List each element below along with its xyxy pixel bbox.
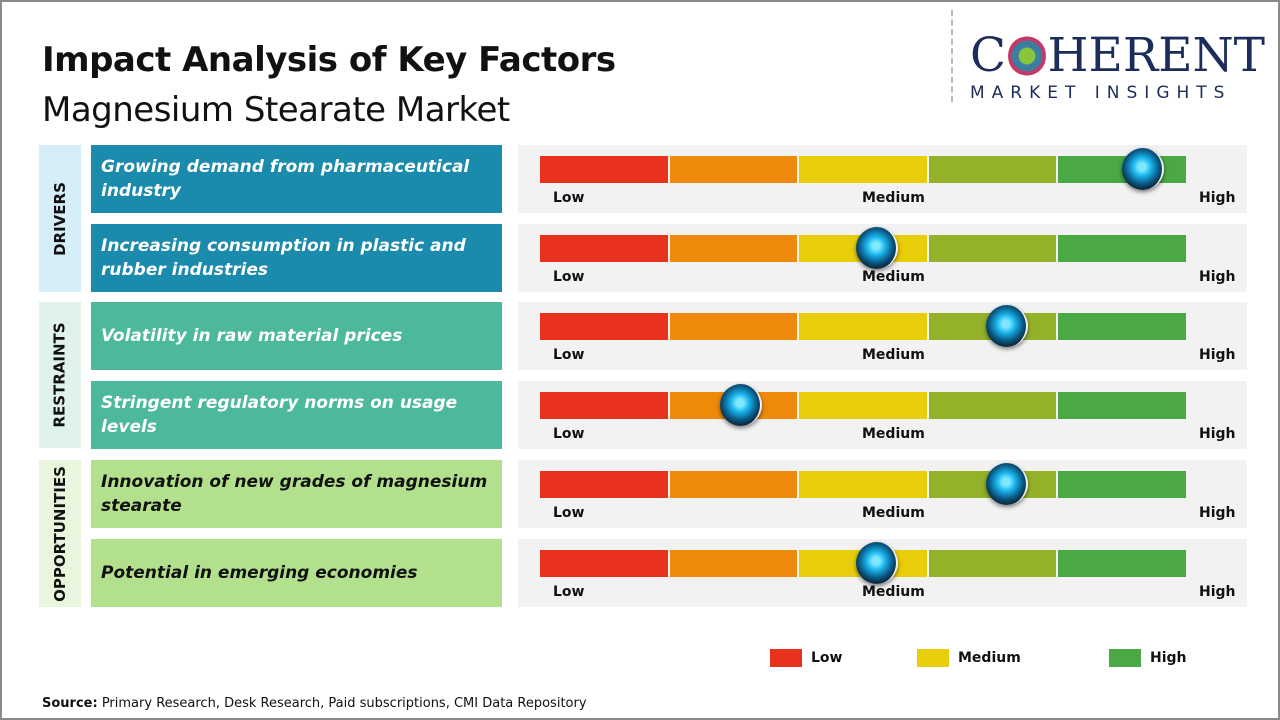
scale-segment-low_mid — [669, 471, 800, 498]
factor-label: Volatility in raw material prices — [91, 302, 502, 370]
impact-gauge: Low Medium High — [518, 145, 1247, 213]
impact-scale-bar — [540, 542, 1188, 584]
legend-label: Low — [811, 650, 843, 666]
category-label: RESTRAINTS — [51, 322, 70, 428]
scale-segment-high — [1058, 392, 1188, 419]
logo: C HERENT MARKET INSIGHTS — [970, 32, 1265, 103]
scale-label-low: Low — [553, 190, 585, 206]
impact-marker — [985, 463, 1028, 505]
scale-segment-low_mid — [669, 235, 800, 262]
divider — [951, 10, 953, 102]
scale-segment-medium — [799, 156, 929, 183]
category-opportunities: OPPORTUNITIES — [39, 460, 81, 607]
impact-gauge: Low Medium High — [518, 539, 1247, 607]
logo-word: HERENT — [1047, 28, 1265, 83]
scale-label-low: Low — [553, 505, 585, 521]
factor-label: Innovation of new grades of magnesium st… — [91, 460, 502, 528]
scale-segment-low — [540, 392, 670, 419]
impact-scale-bar — [540, 148, 1188, 190]
scale-segment-high — [1058, 235, 1188, 262]
scale-label-medium: Medium — [862, 269, 925, 285]
impact-marker — [719, 384, 762, 426]
scale-segment-mid_high — [928, 235, 1059, 262]
legend-swatch-low — [770, 649, 802, 667]
impact-gauge: Low Medium High — [518, 224, 1247, 292]
scale-segment-low — [540, 235, 670, 262]
scale-segment-low — [540, 156, 670, 183]
scale-label-medium: Medium — [862, 347, 925, 363]
scale-segment-mid_high — [928, 156, 1059, 183]
scale-segment-low — [540, 313, 670, 340]
scale-segment-mid_high — [928, 392, 1059, 419]
scale-label-medium: Medium — [862, 584, 925, 600]
scale-label-high: High — [1199, 426, 1236, 442]
factor-label: Potential in emerging economies — [91, 539, 502, 607]
legend-high: High — [1109, 649, 1187, 667]
impact-scale-bar — [540, 305, 1188, 347]
category-drivers: DRIVERS — [39, 145, 81, 292]
factor-label: Stringent regulatory norms on usage leve… — [91, 381, 502, 449]
scale-segment-high — [1058, 471, 1188, 498]
globe-icon — [1007, 35, 1046, 76]
logo-tagline: MARKET INSIGHTS — [970, 83, 1232, 103]
legend-swatch-high — [1109, 649, 1141, 667]
logo-letter: C — [970, 28, 1006, 83]
scale-label-medium: Medium — [862, 505, 925, 521]
scale-label-medium: Medium — [862, 426, 925, 442]
scale-segment-low_mid — [669, 313, 800, 340]
category-label: OPPORTUNITIES — [51, 465, 69, 602]
scale-label-low: Low — [553, 426, 585, 442]
impact-gauge: Low Medium High — [518, 460, 1247, 528]
impact-scale-bar — [540, 227, 1188, 269]
source-text: Primary Research, Desk Research, Paid su… — [97, 696, 587, 711]
factor-label: Growing demand from pharmaceutical indus… — [91, 145, 502, 213]
scale-label-high: High — [1199, 190, 1236, 206]
category-restraints: RESTRAINTS — [39, 302, 81, 448]
scale-segment-medium — [799, 471, 929, 498]
impact-marker — [855, 542, 898, 584]
source-label: Source: — [42, 696, 98, 711]
legend-low: Low — [770, 649, 842, 667]
category-label: DRIVERS — [51, 181, 70, 256]
scale-label-low: Low — [553, 347, 585, 363]
scale-segment-high — [1058, 313, 1188, 340]
scale-segment-mid_high — [928, 550, 1059, 577]
scale-segment-low_mid — [669, 550, 800, 577]
legend-label: High — [1150, 650, 1187, 666]
legend-swatch-medium — [917, 649, 949, 667]
scale-label-high: High — [1199, 347, 1236, 363]
scale-segment-high — [1058, 550, 1188, 577]
scale-segment-low — [540, 471, 670, 498]
impact-gauge: Low Medium High — [518, 381, 1247, 449]
scale-label-low: Low — [553, 269, 585, 285]
scale-label-low: Low — [553, 584, 585, 600]
scale-label-high: High — [1199, 269, 1236, 285]
factor-label: Increasing consumption in plastic and ru… — [91, 224, 502, 292]
scale-segment-medium — [799, 392, 929, 419]
page-title: Impact Analysis of Key Factors — [42, 40, 616, 80]
source-note: Source: Primary Research, Desk Research,… — [42, 696, 587, 711]
legend-label: Medium — [958, 650, 1021, 666]
impact-marker — [1121, 148, 1164, 190]
scale-segment-medium — [799, 313, 929, 340]
scale-label-high: High — [1199, 584, 1236, 600]
impact-scale-bar — [540, 384, 1188, 426]
scale-segment-low — [540, 550, 670, 577]
impact-marker — [985, 305, 1028, 347]
impact-marker — [855, 227, 898, 269]
page-subtitle: Magnesium Stearate Market — [42, 90, 510, 130]
legend-medium: Medium — [917, 649, 1021, 667]
scale-label-high: High — [1199, 505, 1236, 521]
impact-gauge: Low Medium High — [518, 302, 1247, 370]
impact-scale-bar — [540, 463, 1188, 505]
scale-segment-low_mid — [669, 156, 800, 183]
scale-label-medium: Medium — [862, 190, 925, 206]
